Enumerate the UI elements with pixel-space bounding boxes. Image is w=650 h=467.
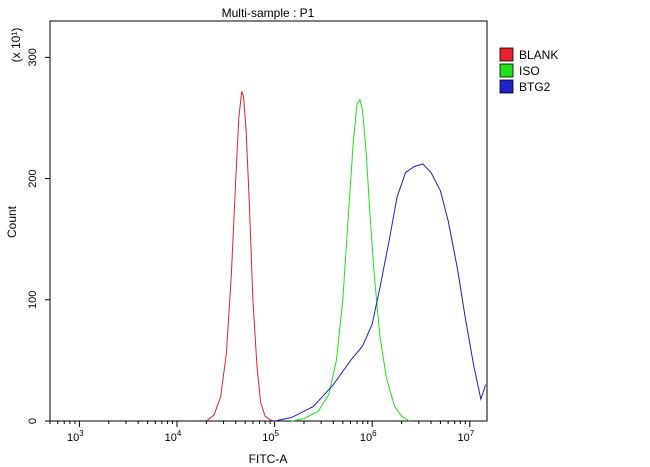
x-tick-exponent: 7: [470, 429, 475, 438]
x-tick-exponent: 3: [79, 429, 84, 438]
x-tick-exponent: 5: [274, 429, 279, 438]
x-axis-label: FITC-A: [249, 452, 288, 466]
x-tick-label: 105: [262, 429, 279, 444]
legend-swatch-blank: [499, 47, 514, 62]
x-tick-base: 10: [165, 432, 177, 444]
y-axis-label: Count: [5, 205, 19, 238]
x-tick-label: 106: [360, 429, 377, 444]
x-tick-base: 10: [457, 432, 469, 444]
y-tick-label: 300: [27, 48, 39, 66]
legend-label-iso: ISO: [519, 64, 540, 78]
x-tick-exponent: 4: [177, 429, 182, 438]
legend-swatch-btg2: [499, 79, 514, 94]
legend-label-btg2: BTG2: [519, 80, 551, 94]
y-multiplier-label: (x 10¹): [9, 28, 23, 63]
x-tick-base: 10: [360, 432, 372, 444]
y-tick-label: 100: [27, 291, 39, 309]
legend-swatch-iso: [499, 63, 514, 78]
x-tick-label: 107: [457, 429, 474, 444]
x-tick-base: 10: [262, 432, 274, 444]
y-ticks: 0 100 200 300: [27, 48, 50, 424]
series-line-btg2: [274, 163, 487, 422]
x-tick-exponent: 6: [372, 429, 377, 438]
legend: BLANK ISO BTG2: [499, 47, 558, 94]
series-lines: [206, 91, 487, 422]
plot-frame: [49, 20, 488, 422]
series-line-iso: [291, 98, 410, 422]
legend-label-blank: BLANK: [519, 48, 558, 62]
x-ticks: 103 104 105 106 107: [49, 421, 475, 444]
x-tick-base: 10: [67, 432, 79, 444]
series-line-blank: [206, 91, 275, 422]
chart-title: Multi-sample : P1: [222, 6, 315, 20]
x-tick-label: 104: [165, 429, 182, 444]
y-tick-label: 200: [27, 169, 39, 187]
x-tick-label: 103: [67, 429, 84, 444]
y-tick-label: 0: [27, 418, 39, 424]
